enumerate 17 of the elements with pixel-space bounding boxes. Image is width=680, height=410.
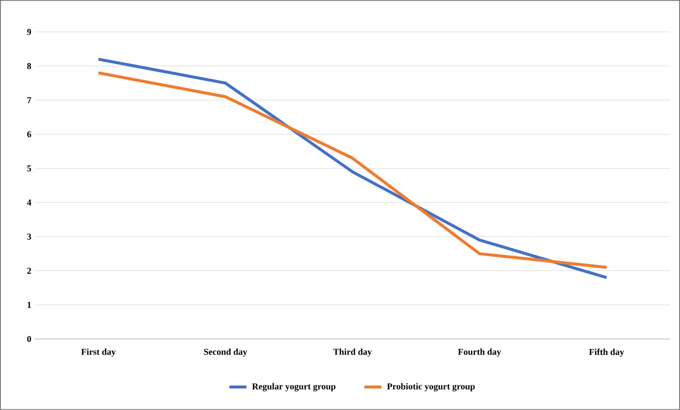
legend-label: Regular yogurt group [252, 383, 336, 392]
x-tick-label: First day [81, 348, 116, 357]
y-tick-label: 0 [27, 336, 32, 342]
x-tick-label: Third day [333, 348, 372, 357]
x-tick-label: Second day [204, 348, 248, 357]
y-tick-label: 5 [27, 165, 32, 172]
y-tick-label: 3 [27, 234, 32, 240]
y-tick-label: 9 [27, 28, 32, 35]
y-tick-label: 2 [27, 268, 31, 274]
y-tick-label: 8 [27, 63, 32, 70]
y-tick-label: 6 [27, 131, 32, 138]
legend-label: Probiotic yogurt group [387, 383, 475, 392]
y-tick-label: 4 [27, 200, 32, 206]
y-tick-label: 1 [28, 302, 31, 308]
x-tick-label: Fourth day [458, 348, 502, 357]
x-tick-label: Fifth day [589, 348, 624, 357]
y-tick-label: 7 [27, 97, 32, 104]
